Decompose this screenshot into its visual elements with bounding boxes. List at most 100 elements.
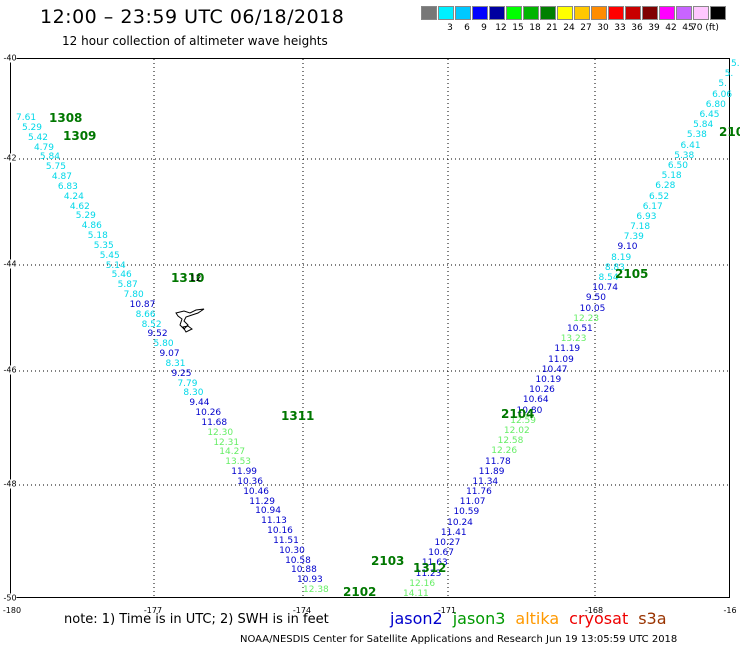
wave-height-label: 14.11 — [403, 589, 429, 599]
grid-lines — [11, 59, 731, 599]
wave-height-label: 4.86 — [81, 221, 102, 232]
colorbar-swatch — [608, 6, 624, 20]
pass-number-c2103: 2103 — [371, 554, 405, 568]
wave-height-label: 10.59 — [453, 507, 480, 518]
wave-height-label: 10.26 — [529, 385, 555, 396]
wave-height-label: 5.42 — [27, 132, 48, 143]
wave-height-label: 5.46 — [111, 270, 132, 281]
colorbar-label: 21 — [546, 23, 558, 33]
longitude-label: -16 — [723, 606, 737, 615]
longitude-label: -168 — [584, 606, 604, 615]
longitude-label: -180 — [2, 606, 22, 615]
wave-height-label: 12.16 — [409, 578, 436, 589]
wave-height-label: 14.27 — [219, 447, 246, 458]
wave-height-label: 10.24 — [447, 517, 473, 528]
latitude-label: -44 — [3, 259, 17, 269]
colorbar-label: 39 — [648, 23, 660, 33]
wave-height-label: 7.39 — [623, 232, 644, 243]
wave-height-label: 6.28 — [655, 181, 676, 192]
latitude-label: -40 — [3, 53, 17, 63]
colorbar-label: 18 — [529, 23, 541, 33]
longitude-label: -174 — [292, 606, 312, 615]
footer-credit: NOAA/NESDIS Center for Satellite Applica… — [240, 634, 678, 645]
wave-height-label: 9.44 — [189, 398, 210, 409]
wave-height-label: 10.51 — [567, 324, 593, 334]
wave-height-label: 5.87 — [117, 280, 138, 291]
colorbar-label: 30 — [597, 23, 609, 33]
colorbar-swatch — [557, 6, 573, 20]
wave-tracks: 7.61 5.29 5.42 4.79 5.84 5.75 4.87 6.83 4.24 4.62… — [11, 59, 740, 599]
wave-height-label: 10.36 — [237, 476, 263, 487]
colorbar-swatch — [676, 6, 692, 20]
pass-number-c1308: 1308 — [49, 111, 83, 125]
wave-height-label: 5. — [724, 69, 734, 80]
wave-height-label: 11.13 — [261, 516, 287, 527]
wave-height-label: 11.89 — [478, 466, 505, 477]
wave-height-label: 10.87 — [129, 299, 156, 310]
map-panel: 7.61 5.29 5.42 4.79 5.84 5.75 4.87 6.83 4.24 4.62… — [10, 58, 740, 599]
satellite-legend: jason2 jason3 altika cryosat s3a — [390, 609, 677, 628]
wave-height-label: 7.79 — [177, 378, 198, 389]
pass-number-c2105: 2105 — [615, 267, 649, 281]
wave-height-label: 7.61 — [16, 113, 37, 123]
satellite-jason3: jason3 — [452, 609, 506, 628]
pass-number-c1312: 1312 — [413, 561, 447, 575]
wave-height-label: 5.35 — [93, 240, 114, 251]
wave-height-label: 5.18 — [661, 171, 682, 182]
wave-height-label: 5.14 — [105, 260, 126, 271]
colorbar-swatch — [625, 6, 641, 20]
satellite-cryosat: cryosat — [569, 609, 629, 628]
pass-number-c2104: 2104 — [501, 407, 535, 421]
wave-height-label: 9.50 — [585, 293, 606, 304]
longitude-label: -171 — [437, 606, 457, 615]
wave-height-label: 6.80 — [705, 99, 726, 110]
wave-height-label: 11.29 — [249, 496, 275, 507]
colorbar-swatch — [506, 6, 522, 20]
wave-height-label: 10.46 — [243, 486, 269, 497]
map-title: 12:00 – 23:59 UTC 06/18/2018 — [40, 6, 345, 28]
latitude-label: -50 — [3, 593, 17, 603]
wave-height-label: 6.93 — [636, 211, 657, 222]
colorbar-label: 9 — [481, 23, 487, 33]
colorbar-swatch — [591, 6, 607, 20]
satellite-jason2: jason2 — [390, 609, 443, 628]
wave-height-label: 4.62 — [69, 201, 90, 212]
wave-height-label: 12.59 — [510, 415, 536, 426]
island-icon — [175, 308, 205, 333]
wave-height-label: 6.83 — [57, 181, 78, 192]
wave-height-label: 10.19 — [535, 374, 562, 385]
wave-height-label: 11.63 — [421, 558, 448, 569]
wave-height-label: 10.93 — [297, 575, 323, 586]
colorbar-swatch — [438, 6, 454, 20]
wave-height-label: 5. — [718, 79, 727, 90]
wave-height-label: 6.41 — [680, 140, 701, 151]
wave-height-label: 10.26 — [195, 408, 222, 418]
pass-number-c1310: 1310 — [171, 271, 205, 285]
pass-number-c2102: 2102 — [343, 585, 377, 599]
colorbar-label: 27 — [580, 23, 592, 33]
wave-height-label: 5.75 — [45, 162, 66, 173]
wave-height-label: 6.50 — [667, 160, 688, 171]
wave-height-label: 11.09 — [548, 354, 574, 365]
wave-height-label: 11.41 — [440, 527, 467, 538]
wave-height-label: 7.18 — [630, 222, 651, 233]
wave-height-label: 6.06 — [712, 89, 733, 100]
wave-height-label: 5. — [731, 59, 740, 69]
wave-height-label: 5.38 — [674, 150, 695, 161]
wave-height-label: 7.80 — [123, 290, 144, 300]
wave-height-label: 12.26 — [491, 446, 518, 457]
wave-height-label: 10.64 — [522, 395, 549, 406]
colorbar-swatch — [574, 6, 590, 20]
colorbar-label: 42 — [665, 23, 677, 33]
wave-height-label: 12.02 — [503, 425, 530, 436]
colorbar-swatch — [710, 6, 726, 20]
wave-height-label: 12.58 — [497, 436, 524, 447]
wave-height-label: 6.17 — [642, 201, 663, 212]
colorbar-label: 36 — [631, 23, 643, 33]
wave-height-label: 12.31 — [213, 437, 240, 448]
wave-height-label: 4.87 — [51, 172, 72, 182]
wave-height-label: 8.52 — [141, 319, 162, 330]
wave-height-label: 5.45 — [99, 250, 120, 261]
wave-height-label: 8.83 — [604, 262, 625, 273]
colorbar-swatch — [540, 6, 556, 20]
